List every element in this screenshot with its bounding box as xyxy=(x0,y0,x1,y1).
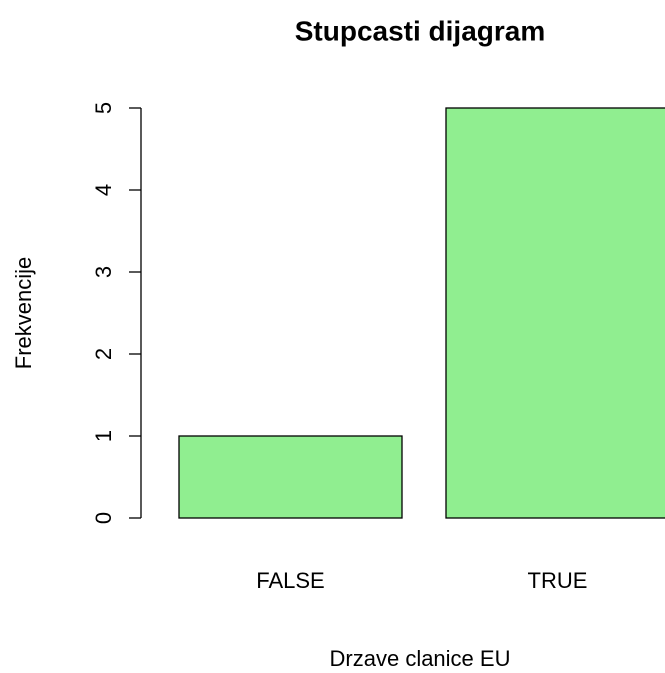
x-tick-label: TRUE xyxy=(528,568,588,593)
bar xyxy=(445,107,665,519)
bar xyxy=(178,435,403,519)
x-axis-label: Drzave clanice EU xyxy=(330,646,511,671)
x-tick-label: FALSE xyxy=(256,568,324,593)
y-tick-label: 2 xyxy=(91,348,116,360)
y-tick-label: 1 xyxy=(91,430,116,442)
chart-title: Stupcasti dijagram xyxy=(295,15,546,46)
y-tick-label: 5 xyxy=(91,102,116,114)
y-tick-label: 3 xyxy=(91,266,116,278)
y-tick-label: 4 xyxy=(91,184,116,196)
y-tick-label: 0 xyxy=(91,512,116,524)
y-axis-label: Frekvencije xyxy=(11,257,36,369)
